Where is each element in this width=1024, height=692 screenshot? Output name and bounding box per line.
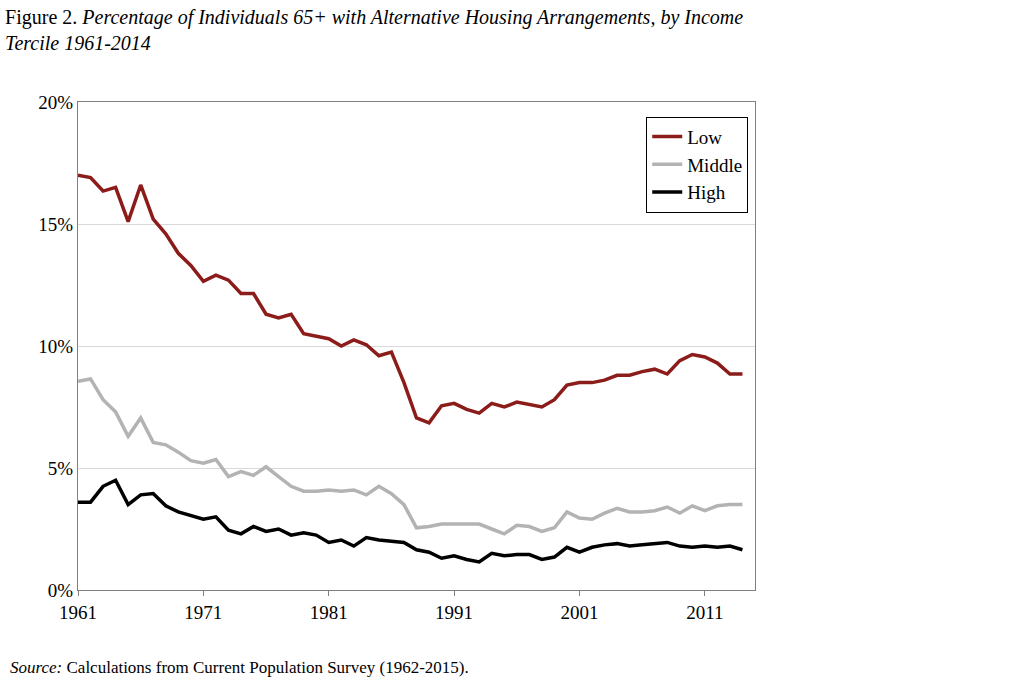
- svg-text:1961: 1961: [59, 602, 97, 623]
- svg-text:Figure 2. Percentage of Indivi: Figure 2. Percentage of Individuals 65+ …: [5, 6, 743, 54]
- svg-text:1991: 1991: [435, 602, 473, 623]
- svg-text:5%: 5%: [48, 458, 74, 479]
- svg-text:15%: 15%: [38, 214, 73, 235]
- svg-text:High: High: [687, 182, 726, 203]
- svg-text:Middle: Middle: [687, 155, 742, 176]
- svg-text:1981: 1981: [310, 602, 348, 623]
- svg-text:2011: 2011: [686, 602, 723, 623]
- svg-text:10%: 10%: [38, 336, 73, 357]
- svg-text:2001: 2001: [560, 602, 598, 623]
- svg-text:1971: 1971: [184, 602, 222, 623]
- svg-text:Source: Calculations from Curr: Source: Calculations from Current Popula…: [10, 658, 469, 677]
- svg-text:0%: 0%: [48, 580, 74, 601]
- svg-text:20%: 20%: [38, 92, 73, 113]
- svg-text:Low: Low: [687, 127, 722, 148]
